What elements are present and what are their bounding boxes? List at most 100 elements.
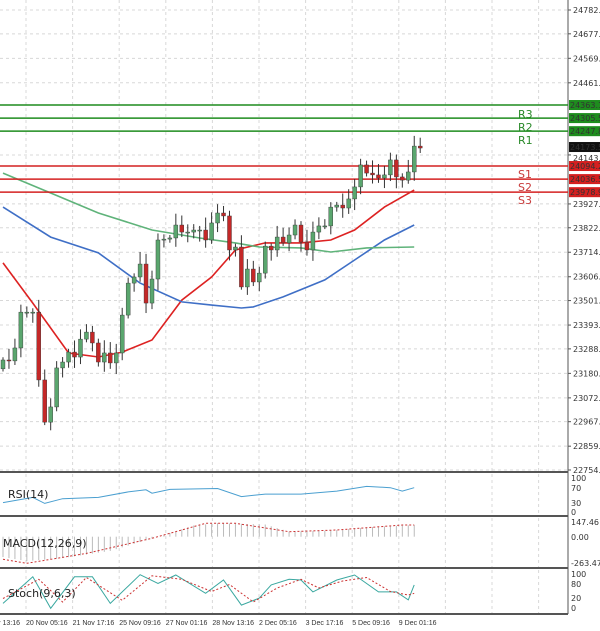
price-tick-label: 24461.0: [573, 79, 600, 88]
candle-bearish: [221, 212, 226, 217]
price-tick-label: 24569.0: [573, 54, 600, 63]
level-price-label: 24363.1: [570, 101, 600, 110]
candle-bullish: [286, 234, 292, 244]
level-name-s1: S1: [518, 168, 532, 181]
price-tick-label: 22859.0: [573, 442, 600, 451]
current-price-label: 24173.5: [570, 143, 600, 152]
macd-tick-label: 0.00: [571, 533, 589, 542]
candle-bullish: [322, 225, 328, 228]
moving-average-line: [2, 172, 415, 253]
price-tick-label: 23822.0: [573, 224, 600, 233]
candle-bullish: [316, 225, 322, 233]
price-tick-label: 23927.0: [573, 200, 600, 209]
candle-bullish: [358, 164, 363, 188]
candle-bullish: [155, 239, 161, 280]
price-tick-label: 23180.0: [573, 369, 600, 378]
candle-bullish: [24, 311, 30, 314]
macd-signal-line: [2, 522, 415, 564]
candle-bullish: [197, 229, 202, 232]
level-price-box: [569, 113, 600, 124]
candle-bullish: [310, 231, 316, 251]
stoch-tick-label: 0: [571, 604, 576, 613]
stoch-k-line: [2, 574, 415, 610]
date-tick-label: 5 Dec 09:16: [352, 620, 390, 627]
level-price-box: [569, 126, 600, 137]
candle-bullish: [173, 224, 179, 239]
candle-bullish: [388, 159, 393, 176]
indicators: [2, 485, 415, 610]
candle-bearish: [108, 352, 113, 364]
level-price-box: [569, 187, 600, 198]
candle-bullish: [263, 245, 268, 274]
level-name-r1: R1: [518, 134, 533, 147]
candle-bullish: [346, 198, 351, 209]
candle-bearish: [269, 245, 274, 251]
candle-bearish: [42, 379, 47, 423]
level-price-label: 24305.5: [570, 114, 600, 123]
candle-bullish: [137, 263, 143, 278]
candle-bearish: [340, 204, 345, 209]
candle-bullish: [125, 282, 131, 316]
candle-bearish: [179, 224, 185, 233]
candle-bullish: [48, 406, 53, 423]
candle-bullish: [30, 311, 35, 314]
candle-bullish: [334, 204, 339, 208]
candle-bullish: [102, 352, 107, 363]
date-tick-label: 3 Dec 17:16: [306, 620, 344, 627]
candle-bullish: [167, 237, 173, 240]
candle-bullish: [274, 236, 280, 251]
candle-bullish: [66, 351, 71, 363]
candle-bearish: [6, 359, 12, 362]
candle-bullish: [209, 222, 214, 241]
candle-bearish: [280, 236, 286, 244]
date-tick-label: 27 Nov 01:16: [166, 620, 208, 627]
candle-bullish: [191, 229, 196, 233]
macd-tick-label: -263.47: [571, 559, 600, 568]
price-tick-label: 23072.0: [573, 394, 600, 403]
candle-bullish: [0, 359, 6, 370]
date-tick-label: 9 Dec 01:16: [399, 620, 437, 627]
candle-bullish: [406, 171, 411, 181]
date-tick-label: 28 Nov 13:16: [212, 620, 254, 627]
price-tick-label: 24143.0: [573, 154, 600, 163]
level-price-label: 24036.5: [570, 175, 600, 184]
stoch-tick-label: 20: [571, 594, 581, 603]
level-price-box: [569, 161, 600, 172]
level-price-box: [569, 100, 600, 111]
candle-bearish: [298, 224, 304, 243]
level-price-box: [569, 174, 600, 185]
candle-bullish: [185, 231, 190, 234]
candle-bullish: [352, 186, 357, 200]
candle-bullish: [60, 361, 65, 369]
candle-bullish: [84, 331, 89, 340]
candles: [0, 135, 423, 431]
candle-bearish: [304, 241, 310, 251]
rsi-label: RSI(14): [8, 488, 48, 501]
price-tick-label: 23501.0: [573, 297, 600, 306]
candle-bullish: [245, 268, 250, 288]
stoch-tick-label: 100: [571, 570, 586, 579]
rsi-tick-label: 100: [571, 474, 586, 483]
price-tick-label: 23393.0: [573, 321, 600, 330]
candle-bearish: [376, 174, 381, 179]
price-tick-label: 24782.0: [573, 6, 600, 15]
pivot-levels: R3 24363.1 R2 24305.5 R1 24247.8 S1 24094.2 S2 24…: [0, 100, 600, 207]
level-name-r2: R2: [518, 121, 533, 134]
date-tick-label: v 13:16: [0, 620, 20, 627]
level-name-r3: R3: [518, 108, 533, 121]
level-price-label: 24094.2: [570, 162, 600, 171]
candle-bullish: [233, 246, 238, 251]
rsi-tick-label: 70: [571, 484, 581, 493]
candle-bullish: [412, 145, 417, 173]
candle-bearish: [72, 351, 77, 358]
candle-bearish: [143, 263, 149, 304]
date-tick-label: 2 Dec 05:16: [259, 620, 297, 627]
rsi-line: [2, 485, 415, 504]
moving-average-line: [2, 206, 415, 309]
candle-bullish: [382, 174, 387, 179]
stoch-label: Stoch(9,6,3): [8, 587, 76, 600]
candle-bullish: [292, 224, 298, 236]
price-axis: 24782.0 24677.0 24569.0 24461.0 24143.0 23927…: [0, 6, 600, 627]
level-name-s3: S3: [518, 194, 532, 207]
